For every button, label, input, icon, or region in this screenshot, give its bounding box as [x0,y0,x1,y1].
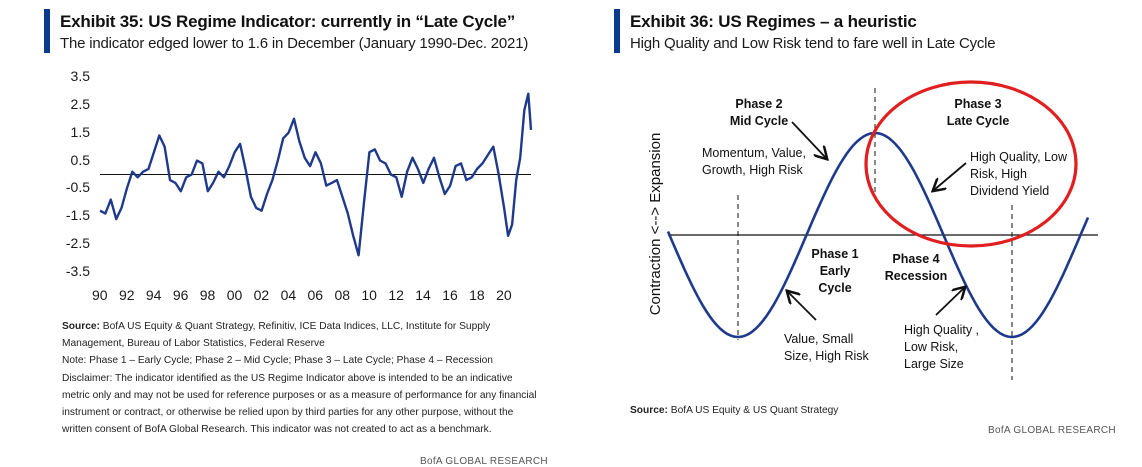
phase-3-description: High Quality, Low Risk, High Dividend Yi… [970,150,1068,198]
phase-2-label: Phase 2 Mid Cycle [729,97,789,128]
cycle-y-axis-label: Contraction <--> Expansion [647,133,664,316]
x-tick-label: 96 [172,287,189,303]
x-tick-label: 08 [334,287,351,303]
y-tick-label: 2.5 [70,95,90,112]
phase-4-description: High Quality , Low Risk, Large Size [904,323,980,371]
exhibit-35-panel: Exhibit 35: US Regime Indicator: current… [0,0,560,467]
arrow-phase-2 [791,121,826,158]
y-tick-label: 0.5 [70,151,90,168]
x-tick-label: 06 [307,287,324,303]
arrow-phase-3 [934,162,967,190]
exhibit-36-title: Exhibit 36: US Regimes – a heuristic [630,12,917,31]
x-tick-label: 98 [199,287,216,303]
y-tick-label: 3.5 [70,68,90,84]
source-label: Source: [62,321,100,332]
x-tick-label: 20 [496,287,512,303]
x-tick-label: 94 [145,287,162,303]
phase-note: Note: Phase 1 – Early Cycle; Phase 2 – M… [62,355,493,367]
brand-footer-left: BofA GLOBAL RESEARCH [420,456,548,467]
y-tick-label: -3.5 [65,263,90,279]
phase-3-label: Phase 3 Late Cycle [946,97,1010,128]
exhibit-35-title: Exhibit 35: US Regime Indicator: current… [60,12,516,31]
phase-4-label: Phase 4 Recession [884,252,948,283]
exhibit-35-notes: Source: BofA US Equity & Quant Strategy,… [62,318,542,438]
title-accent-bar [614,9,620,53]
business-cycle-diagram: Contraction <--> Expansion [647,80,1098,380]
x-tick-label: 18 [469,287,485,303]
exhibit-35-subtitle: The indicator edged lower to 1.6 in Dece… [60,35,529,52]
y-tick-label: -0.5 [65,179,90,196]
x-tick-label: 16 [442,287,458,303]
regime-indicator-series-line [99,92,533,257]
brand-footer-right: BofA GLOBAL RESEARCH [988,425,1116,436]
x-tick-label: 04 [280,287,297,303]
source-text: BofA US Equity & Quant Strategy, Refinit… [62,321,491,350]
phase-1-label: Phase 1 Early Cycle [811,247,859,295]
regime-indicator-line-chart [99,92,533,257]
title-accent-bar [44,9,50,53]
disclaimer-note: Disclaimer: The indicator identified as … [62,372,537,436]
source-text: BofA US Equity & US Quant Strategy [670,405,839,416]
business-cycle-curve [666,131,1090,339]
x-tick-label: 14 [415,287,431,303]
x-tick-label: 90 [92,287,108,303]
y-tick-label: 1.5 [70,123,90,140]
x-tick-label: 02 [253,287,270,303]
phase-1-description: Value, Small Size, High Risk [784,332,869,363]
arrow-phase-1 [788,292,817,321]
y-tick-label: -2.5 [65,235,90,252]
x-tick-label: 92 [118,287,135,303]
exhibit-36-panel: Exhibit 36: US Regimes – a heuristic Hig… [606,0,1142,467]
source-note: Source: BofA US Equity & Quant Strategy,… [62,318,542,352]
source-label: Source: [630,405,668,416]
phase-2-description: Momentum, Value, Growth, High Risk [702,146,806,177]
x-tick-label: 12 [388,287,404,303]
arrow-phase-4 [935,288,964,316]
exhibit-36-source: Source: BofA US Equity & US Quant Strate… [630,405,838,416]
x-tick-label: 10 [361,287,377,303]
y-tick-label: -1.5 [65,207,90,224]
late-cycle-highlight-ellipse [864,80,1078,248]
exhibit-36-subtitle: High Quality and Low Risk tend to fare w… [630,35,996,52]
x-tick-label: 00 [226,287,243,303]
